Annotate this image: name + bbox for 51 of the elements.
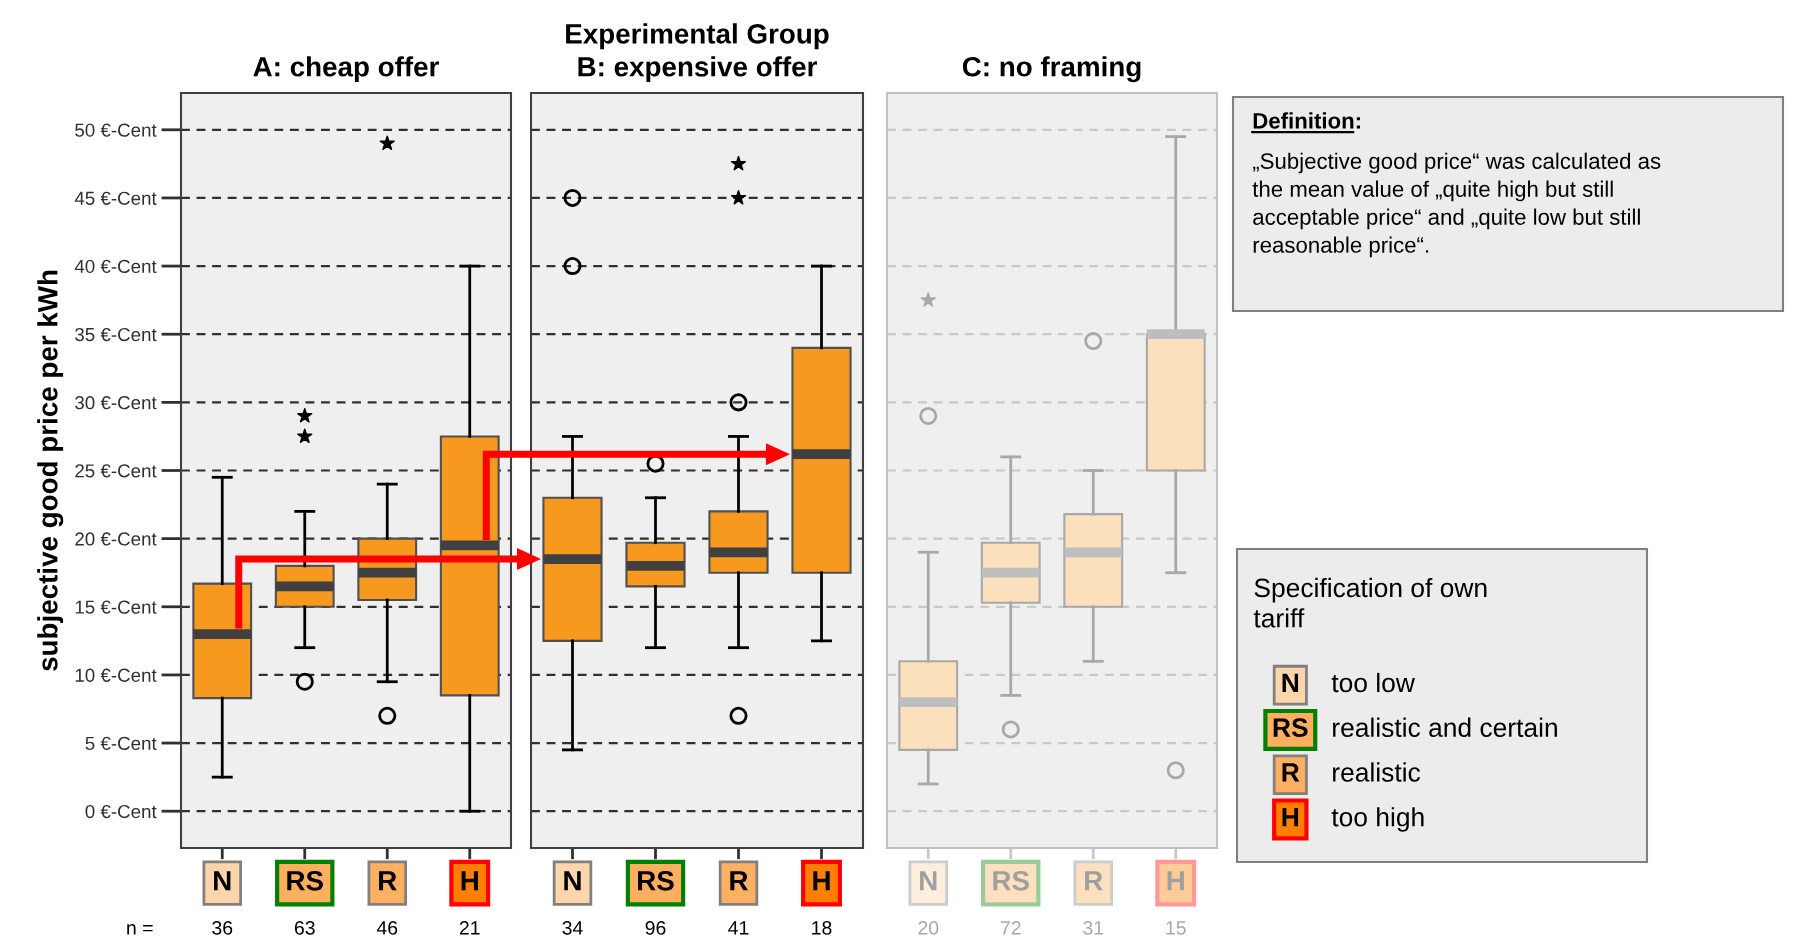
y-tick-label: 10 €-Cent xyxy=(75,668,157,682)
text: realistic and certain xyxy=(1333,717,1557,737)
text: 96 xyxy=(645,920,666,935)
chart-title: A: cheap offer xyxy=(253,56,439,83)
x-tick-label: R xyxy=(1085,871,1103,891)
y-axis-title: subjective good price per kWh xyxy=(37,270,64,671)
x-tick-label: RS xyxy=(287,870,323,891)
x-tick-label: N xyxy=(564,871,581,891)
x-tick-label: N xyxy=(214,871,231,891)
text: Definition: xyxy=(1253,112,1360,129)
text: 72 xyxy=(1000,920,1021,935)
chart-title: Experimental Group B: expensive offer xyxy=(566,23,829,83)
text: 41 xyxy=(728,921,749,935)
y-tick-label: 35 €-Cent xyxy=(75,327,157,342)
text: realistic xyxy=(1333,762,1421,782)
text: too high xyxy=(1331,807,1424,832)
x-tick-label: H xyxy=(461,871,478,891)
y-tick-label: 15 €-Cent xyxy=(75,600,157,614)
y-tick-label: 5 €-Cent xyxy=(85,736,157,751)
text: 46 xyxy=(376,920,398,935)
x-tick-label: RS xyxy=(993,870,1029,891)
legend-title: Specification of own tariff xyxy=(1253,577,1487,628)
text: „Subjective good price“ was calculated as the mean value of „quite high but still acceptable price“ and „quite low but still reasonable price“. xyxy=(1252,152,1661,258)
text: 36 xyxy=(212,920,233,935)
y-tick-label: 30 €-Cent xyxy=(75,396,157,410)
category-label: RS xyxy=(1273,718,1308,737)
category-label: N xyxy=(1282,673,1299,692)
y-tick-label: 45 €-Cent xyxy=(74,191,157,205)
y-tick-label: 25 €-Cent xyxy=(75,464,157,478)
text: 34 xyxy=(562,920,583,935)
x-tick-label: RS xyxy=(638,870,674,891)
x-tick-label: N xyxy=(920,871,937,891)
text: 15 xyxy=(1166,921,1186,935)
text: 63 xyxy=(294,920,315,935)
category-label: R xyxy=(1282,763,1300,782)
text: 20 xyxy=(918,920,939,935)
y-tick-label: 20 €-Cent xyxy=(75,532,157,546)
category-label: H xyxy=(1282,808,1299,827)
y-tick-label: 0 €-Cent xyxy=(85,804,157,819)
text: too low xyxy=(1331,672,1415,693)
x-tick-label: H xyxy=(1167,871,1184,891)
x-tick-label: R xyxy=(730,871,748,891)
y-tick-label: 40 €-Cent xyxy=(74,259,157,274)
text: 18 xyxy=(812,920,832,935)
text: n = xyxy=(127,924,153,935)
y-tick-label: 50 €-Cent xyxy=(75,123,157,137)
x-tick-label: H xyxy=(813,871,830,891)
chart-title: C: no framing xyxy=(962,56,1141,83)
x-tick-label: R xyxy=(379,871,397,891)
text: 21 xyxy=(459,920,480,935)
text: 31 xyxy=(1083,920,1104,935)
